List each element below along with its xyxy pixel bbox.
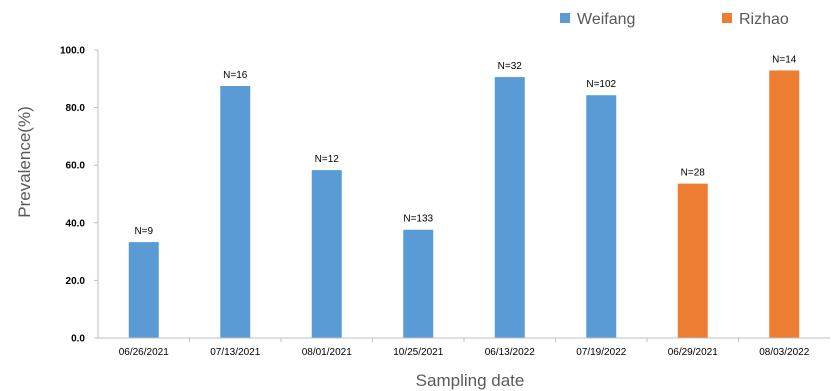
legend-swatch-rizhao (722, 13, 732, 23)
y-tick-label: 100.0 (60, 46, 85, 57)
bar-data-label: N=32 (498, 61, 523, 72)
y-tick-label: 40.0 (66, 218, 86, 229)
bar (128, 242, 159, 338)
bar (220, 86, 251, 338)
bar (311, 170, 342, 338)
x-axis-title: Sampling date (416, 371, 525, 390)
bar (769, 70, 800, 338)
x-tick-label: 07/19/2022 (576, 347, 626, 358)
y-axis-title: Prevalence(%) (15, 106, 34, 218)
bar (494, 77, 525, 339)
x-tick-label: 08/03/2022 (759, 347, 809, 358)
y-tick-label: 60.0 (66, 161, 86, 172)
legend-swatch-weifang (560, 13, 570, 23)
x-tick-label: 08/01/2021 (302, 347, 352, 358)
x-tick-label: 06/29/2021 (668, 347, 718, 358)
y-tick-label: 0.0 (71, 334, 85, 345)
bar-data-label: N=12 (315, 154, 340, 165)
bars (128, 70, 800, 339)
bar (677, 183, 708, 338)
legend-label-weifang: Weifang (577, 11, 635, 28)
x-tick-label: 10/25/2021 (393, 347, 443, 358)
bar (403, 229, 434, 338)
legend: Weifang Rizhao (560, 11, 789, 28)
data-labels: N=9 N=16 N=12 N=133 N=32 N=102 N=28 N=14 (134, 54, 796, 237)
bar-data-label: N=14 (772, 54, 797, 65)
x-tick-label: 07/13/2021 (210, 347, 260, 358)
x-tick-label: 06/13/2022 (485, 347, 535, 358)
bar-data-label: N=9 (134, 226, 153, 237)
bar-data-label: N=133 (403, 214, 433, 225)
bar-data-label: N=28 (681, 168, 706, 179)
legend-label-rizhao: Rizhao (739, 11, 789, 28)
x-tick-label: 06/26/2021 (119, 347, 169, 358)
bar-data-label: N=16 (223, 70, 248, 81)
x-axis-ticks: 06/26/2021 07/13/2021 08/01/2021 10/25/2021… (119, 338, 810, 358)
bar (586, 95, 617, 338)
y-axis-ticks: 0.0 20.0 40.0 60.0 80.0 100.0 (60, 46, 98, 345)
bar-data-label: N=102 (586, 79, 616, 90)
y-tick-label: 20.0 (66, 276, 86, 287)
y-tick-label: 80.0 (66, 103, 86, 114)
